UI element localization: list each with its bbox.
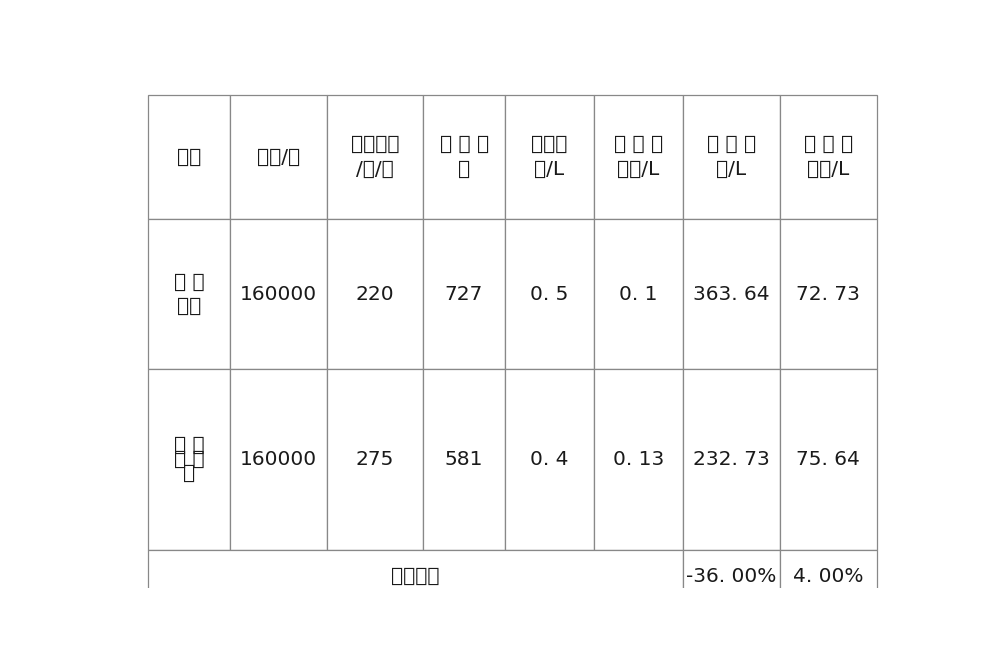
Text: 产量/片: 产量/片 <box>256 147 300 167</box>
Text: 量/L: 量/L <box>716 160 746 178</box>
Text: 氢 氟 酸: 氢 氟 酸 <box>614 135 663 154</box>
Bar <box>594 369 683 550</box>
Bar <box>148 550 683 603</box>
Text: 本 发: 本 发 <box>174 436 204 455</box>
Bar <box>683 219 780 369</box>
Bar <box>326 219 423 369</box>
Text: 补液频率: 补液频率 <box>351 135 399 154</box>
Bar <box>423 95 505 219</box>
Text: 硝酸配: 硝酸配 <box>531 135 568 154</box>
Bar <box>230 95 326 219</box>
Text: 160000: 160000 <box>240 285 317 304</box>
Bar <box>423 219 505 369</box>
Text: 0. 13: 0. 13 <box>613 450 664 469</box>
Bar <box>594 95 683 219</box>
Text: 艺: 艺 <box>183 464 195 483</box>
Bar <box>780 550 877 603</box>
Bar <box>423 369 505 550</box>
Bar <box>148 219 230 369</box>
Bar <box>505 95 594 219</box>
Text: 明 工: 明 工 <box>174 450 204 469</box>
Text: 原 有: 原 有 <box>174 272 204 292</box>
Text: 363. 64: 363. 64 <box>693 285 770 304</box>
Bar <box>230 369 326 550</box>
Text: 160000: 160000 <box>240 450 317 469</box>
Bar <box>326 95 423 219</box>
Bar <box>505 219 594 369</box>
Text: 数: 数 <box>458 160 470 178</box>
Text: 用量/L: 用量/L <box>807 160 849 178</box>
Text: 补 加 次: 补 加 次 <box>440 135 489 154</box>
Text: 220: 220 <box>356 285 394 304</box>
Text: 72. 73: 72. 73 <box>796 285 860 304</box>
Bar <box>683 95 780 219</box>
Text: -36. 00%: -36. 00% <box>686 567 777 586</box>
Bar <box>148 95 230 219</box>
Text: 75. 64: 75. 64 <box>796 450 860 469</box>
Text: 氢 氟 酸: 氢 氟 酸 <box>804 135 853 154</box>
Text: 配方/L: 配方/L <box>617 160 660 178</box>
Text: 名称: 名称 <box>177 147 201 167</box>
Bar <box>148 369 230 550</box>
Bar <box>594 219 683 369</box>
Bar <box>683 550 780 603</box>
Text: 581: 581 <box>445 450 483 469</box>
Text: 硝 酸 用: 硝 酸 用 <box>707 135 756 154</box>
Text: /片/次: /片/次 <box>356 160 394 178</box>
Text: 0. 4: 0. 4 <box>530 450 569 469</box>
Bar <box>683 369 780 550</box>
Text: 0. 1: 0. 1 <box>619 285 658 304</box>
Bar <box>780 95 877 219</box>
Text: 275: 275 <box>356 450 394 469</box>
Text: 酸耗增比: 酸耗增比 <box>391 567 440 586</box>
Text: 4. 00%: 4. 00% <box>793 567 864 586</box>
Text: 0. 5: 0. 5 <box>530 285 568 304</box>
Bar <box>780 369 877 550</box>
Text: 方/L: 方/L <box>534 160 564 178</box>
Text: 工艺: 工艺 <box>177 297 201 316</box>
Bar <box>505 369 594 550</box>
Bar <box>230 219 326 369</box>
Bar <box>326 369 423 550</box>
Bar <box>780 219 877 369</box>
Text: 232. 73: 232. 73 <box>693 450 770 469</box>
Text: 727: 727 <box>445 285 483 304</box>
